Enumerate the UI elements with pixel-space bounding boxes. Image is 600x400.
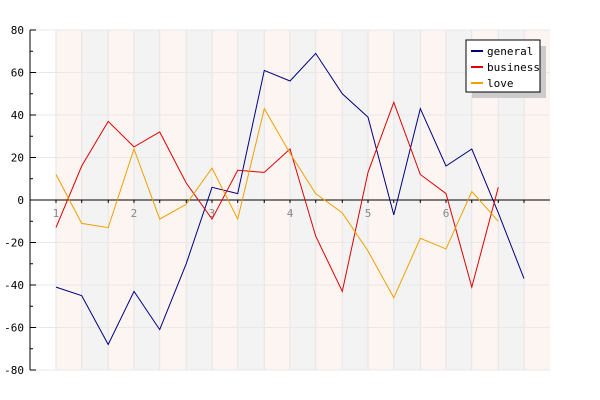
series-line-business <box>55 100 499 293</box>
x-tick-label: 4 <box>287 207 294 220</box>
x-tick-label: 2 <box>131 207 138 220</box>
y-tick-label: 40 <box>11 109 24 122</box>
legend-label-general: general <box>487 45 533 58</box>
y-tick-label: 60 <box>11 67 24 80</box>
x-tick-label: 3 <box>209 207 216 220</box>
y-tick-label: 0 <box>17 194 24 207</box>
y-tick-label: 20 <box>11 152 24 165</box>
series-line-love <box>55 107 499 299</box>
axes: -80 -60 -40 -20 0 20 40 60 80 1 2 3 4 5 6 <box>4 24 550 377</box>
series-lines <box>55 52 525 346</box>
legend-label-love: love <box>487 77 514 90</box>
x-tick-label: 5 <box>365 207 372 220</box>
legend-label-business: business <box>487 61 540 74</box>
y-tick-label: 80 <box>11 24 24 37</box>
x-tick-label: 1 <box>53 207 60 220</box>
legend: general business love <box>465 39 546 98</box>
y-tick-label: -80 <box>4 364 24 377</box>
y-tick-label: -40 <box>4 279 24 292</box>
y-tick-label: -60 <box>4 322 24 335</box>
y-tick-label: -20 <box>4 237 24 250</box>
x-tick-label: 6 <box>443 207 450 220</box>
series-line-general <box>55 52 525 346</box>
